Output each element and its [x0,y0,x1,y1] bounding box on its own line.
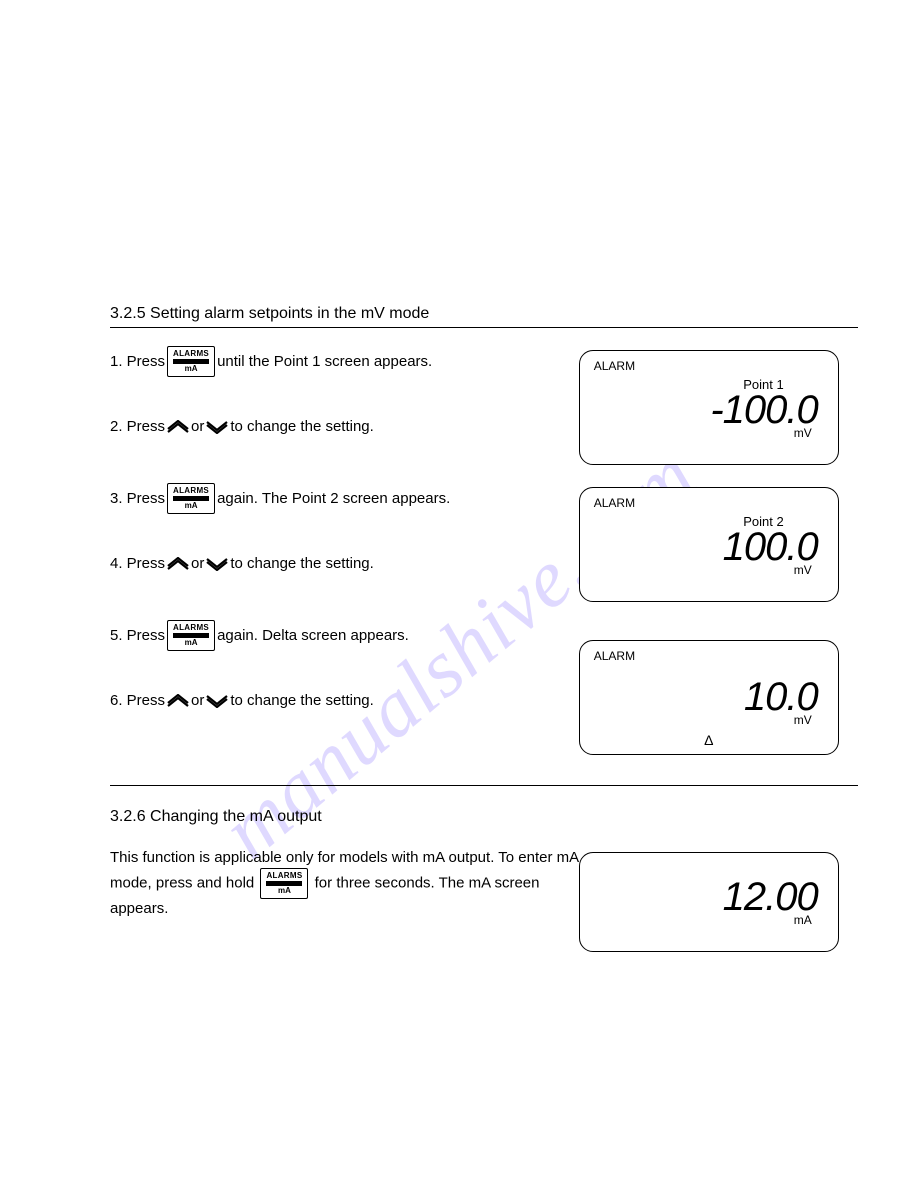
step-4-mid: or [191,554,204,573]
step-4: 4. Press or to change the setting. [110,554,579,573]
lcd1-value: -100.0 [594,392,824,428]
step-6-mid: or [191,691,204,710]
lcd-display-2: ALARM Point 2 100.0 mV [579,487,839,602]
step-3-lead: 3. Press [110,489,165,508]
step-2-mid: or [191,417,204,436]
lcd2-top: ALARM [594,496,824,510]
alarms-ma-button-icon-2: ALARMS mA [167,483,215,514]
chevron-up-icon-3 [167,694,189,708]
step-2-lead: 2. Press [110,417,165,436]
page-content: 3.2.5 Setting alarm setpoints in the mV … [0,0,918,952]
step-2-tail: to change the setting. [230,417,373,436]
step-6-tail: to change the setting. [230,691,373,710]
divider-1 [110,327,858,328]
lcd3-value: 10.0 [594,679,824,715]
section-1-title: 3.2.5 Setting alarm setpoints in the mV … [110,305,858,323]
chevron-down-icon-2 [206,557,228,571]
section-2-body: This function is applicable only for mod… [110,848,579,920]
lcd3-delta-icon: Δ [704,732,713,748]
lcd1-top: ALARM [594,359,824,373]
step-1-lead: 1. Press [110,352,165,371]
step-5-tail: again. Delta screen appears. [217,626,409,645]
step-6: 6. Press or to change the setting. [110,691,579,710]
section-2-title: 3.2.6 Changing the mA output [110,808,858,826]
step-4-lead: 4. Press [110,554,165,573]
lcd-display-4: 12.00 mA [579,852,839,952]
chevron-down-icon [206,420,228,434]
step-5-lead: 5. Press [110,626,165,645]
step-4-tail: to change the setting. [230,554,373,573]
step-3: 3. Press ALARMS mA again. The Point 2 sc… [110,483,579,514]
step-3-tail: again. The Point 2 screen appears. [217,489,450,508]
step-5: 5. Press ALARMS mA again. Delta screen a… [110,620,579,651]
alarms-ma-button-icon-4: ALARMS mA [260,868,308,899]
lcd4-value: 12.00 [594,879,824,915]
alarms-ma-button-icon-3: ALARMS mA [167,620,215,651]
step-2: 2. Press or to change the setting. [110,417,579,436]
chevron-down-icon-3 [206,694,228,708]
lcd-display-3: ALARM 10.0 mV Δ [579,640,839,755]
lcd3-top: ALARM [594,649,824,663]
lcd2-value: 100.0 [594,529,824,565]
alarms-ma-button-icon: ALARMS mA [167,346,215,377]
step-1-tail: until the Point 1 screen appears. [217,352,432,371]
lcd-display-1: ALARM Point 1 -100.0 mV [579,350,839,465]
chevron-up-icon-2 [167,557,189,571]
chevron-up-icon [167,420,189,434]
step-6-lead: 6. Press [110,691,165,710]
step-1: 1. Press ALARMS mA until the Point 1 scr… [110,346,579,377]
